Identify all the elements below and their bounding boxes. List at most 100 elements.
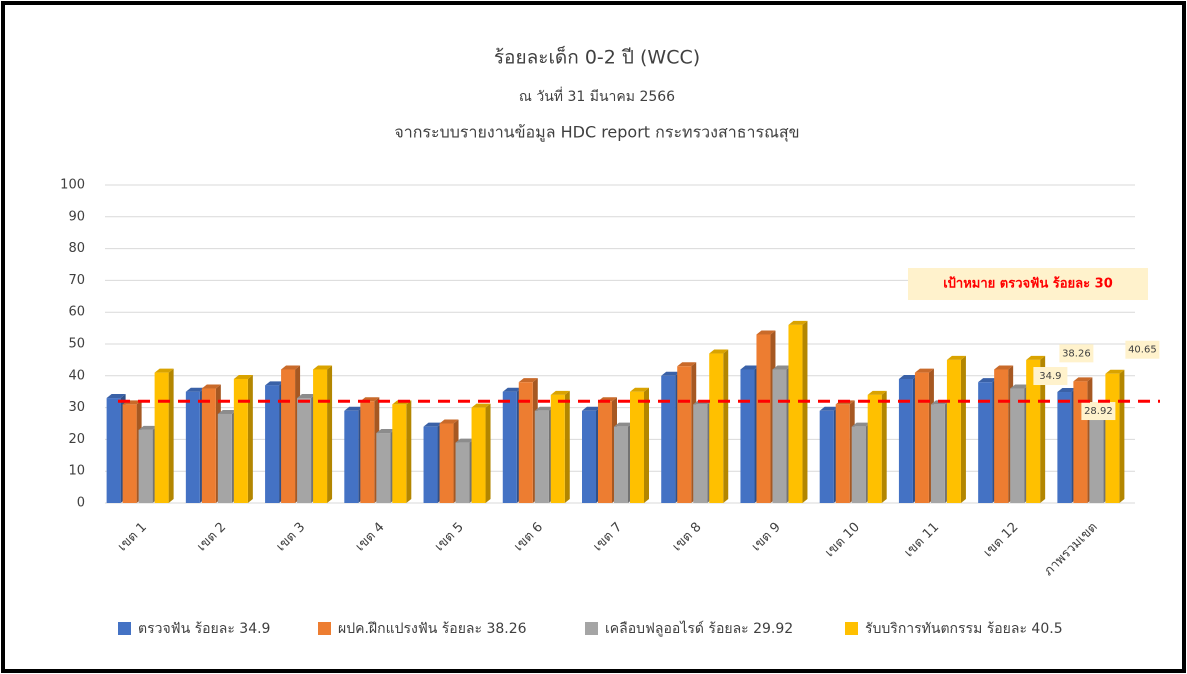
legend-swatch	[585, 622, 598, 635]
y-tick-label: 50	[68, 337, 85, 352]
bar-top	[106, 394, 126, 399]
bar-side	[327, 365, 333, 503]
y-tick-label: 0	[77, 496, 85, 511]
bar	[534, 410, 549, 503]
bar	[614, 426, 628, 503]
bar-top	[423, 422, 443, 427]
bar-top	[265, 381, 285, 386]
bar	[709, 353, 724, 503]
bar	[313, 369, 328, 503]
bar-top	[455, 438, 475, 443]
bar	[946, 359, 961, 503]
bar	[1057, 392, 1072, 503]
bar	[471, 407, 486, 503]
bar	[756, 334, 771, 503]
bar-top	[740, 365, 760, 370]
bar	[154, 372, 169, 503]
bar	[1026, 359, 1041, 503]
bar-top	[851, 422, 871, 427]
bar	[851, 426, 866, 503]
legend-swatch	[318, 622, 331, 635]
value-label: 34.9	[1039, 371, 1061, 382]
bar	[1089, 411, 1104, 503]
bar-top	[756, 330, 776, 335]
bar-top	[709, 349, 729, 354]
bar-top	[439, 419, 459, 424]
legend-label: เคลือบฟลูออไรด์ ร้อยละ 29.92	[605, 620, 793, 637]
legend-swatch	[118, 622, 131, 635]
legend-label: ผปค.ฝึกแปรงฟัน ร้อยละ 38.26	[338, 621, 527, 637]
bar-top	[376, 429, 396, 434]
bar	[344, 410, 359, 503]
bar	[1105, 373, 1120, 503]
bar-top	[978, 378, 998, 383]
bar	[265, 385, 280, 503]
value-label-box	[1125, 340, 1160, 359]
bar	[835, 404, 850, 503]
bar	[106, 398, 121, 503]
bar-top	[154, 368, 174, 373]
bar-top	[1105, 369, 1125, 374]
bar-top	[502, 387, 522, 392]
bar-top	[772, 365, 792, 370]
y-tick-label: 30	[68, 400, 85, 415]
annotation: เป้าหมาย ตรวจฟัน ร้อยละ 30	[943, 276, 1113, 292]
bar	[550, 394, 565, 503]
bar-top	[471, 403, 491, 408]
bar-side	[1040, 355, 1046, 503]
bar-side	[564, 390, 570, 503]
y-tick-label: 70	[68, 273, 85, 288]
bar-side	[1119, 369, 1125, 503]
y-tick-label: 80	[68, 241, 85, 256]
bar-top	[281, 365, 301, 370]
bar-side	[960, 355, 966, 503]
bar-side	[644, 387, 649, 503]
bar-top	[233, 374, 253, 379]
bar	[455, 442, 470, 503]
value-label: 40.65	[1128, 345, 1157, 356]
bar-side	[406, 400, 412, 503]
bar-top	[914, 368, 934, 373]
bar	[867, 394, 882, 503]
bar	[201, 388, 216, 503]
bar-top	[630, 387, 649, 392]
bar-top	[185, 387, 205, 392]
bar-top	[582, 406, 601, 411]
value-label-box	[1033, 367, 1068, 386]
bar-side	[723, 349, 729, 503]
bar	[898, 378, 913, 503]
bar	[423, 426, 438, 503]
y-tick-label: 40	[68, 368, 85, 383]
bar-top	[677, 362, 697, 367]
bar	[502, 391, 517, 503]
legend-label: รับบริการทันตกรรม ร้อยละ 40.5	[865, 621, 1063, 637]
bar	[914, 372, 929, 503]
bar-top	[819, 406, 839, 411]
bar	[661, 375, 676, 503]
bar-side	[485, 403, 491, 503]
bar-top	[201, 384, 221, 389]
bar-top	[614, 422, 633, 427]
bar-top	[534, 406, 554, 411]
y-tick-label: 10	[68, 464, 85, 479]
bar	[693, 404, 708, 503]
legend-swatch	[845, 622, 858, 635]
value-label: 38.26	[1062, 348, 1091, 359]
bar	[677, 366, 692, 503]
bar	[392, 404, 407, 503]
bar-top	[1026, 355, 1046, 360]
bar	[930, 404, 945, 503]
bar-side	[168, 368, 174, 503]
bar	[788, 324, 803, 503]
chart-source: จากระบบรายงานข้อมูล HDC report กระทรวงสา…	[394, 123, 799, 143]
bar	[217, 413, 232, 503]
bar	[122, 404, 137, 503]
bar-top	[867, 390, 887, 395]
bar	[740, 369, 755, 503]
bar-top	[313, 365, 333, 370]
bar-top	[138, 425, 158, 430]
chart-title: ร้อยละเด็ก 0-2 ปี (WCC)	[494, 45, 700, 69]
bar	[360, 401, 375, 503]
bar	[376, 433, 391, 503]
bar	[819, 410, 834, 503]
